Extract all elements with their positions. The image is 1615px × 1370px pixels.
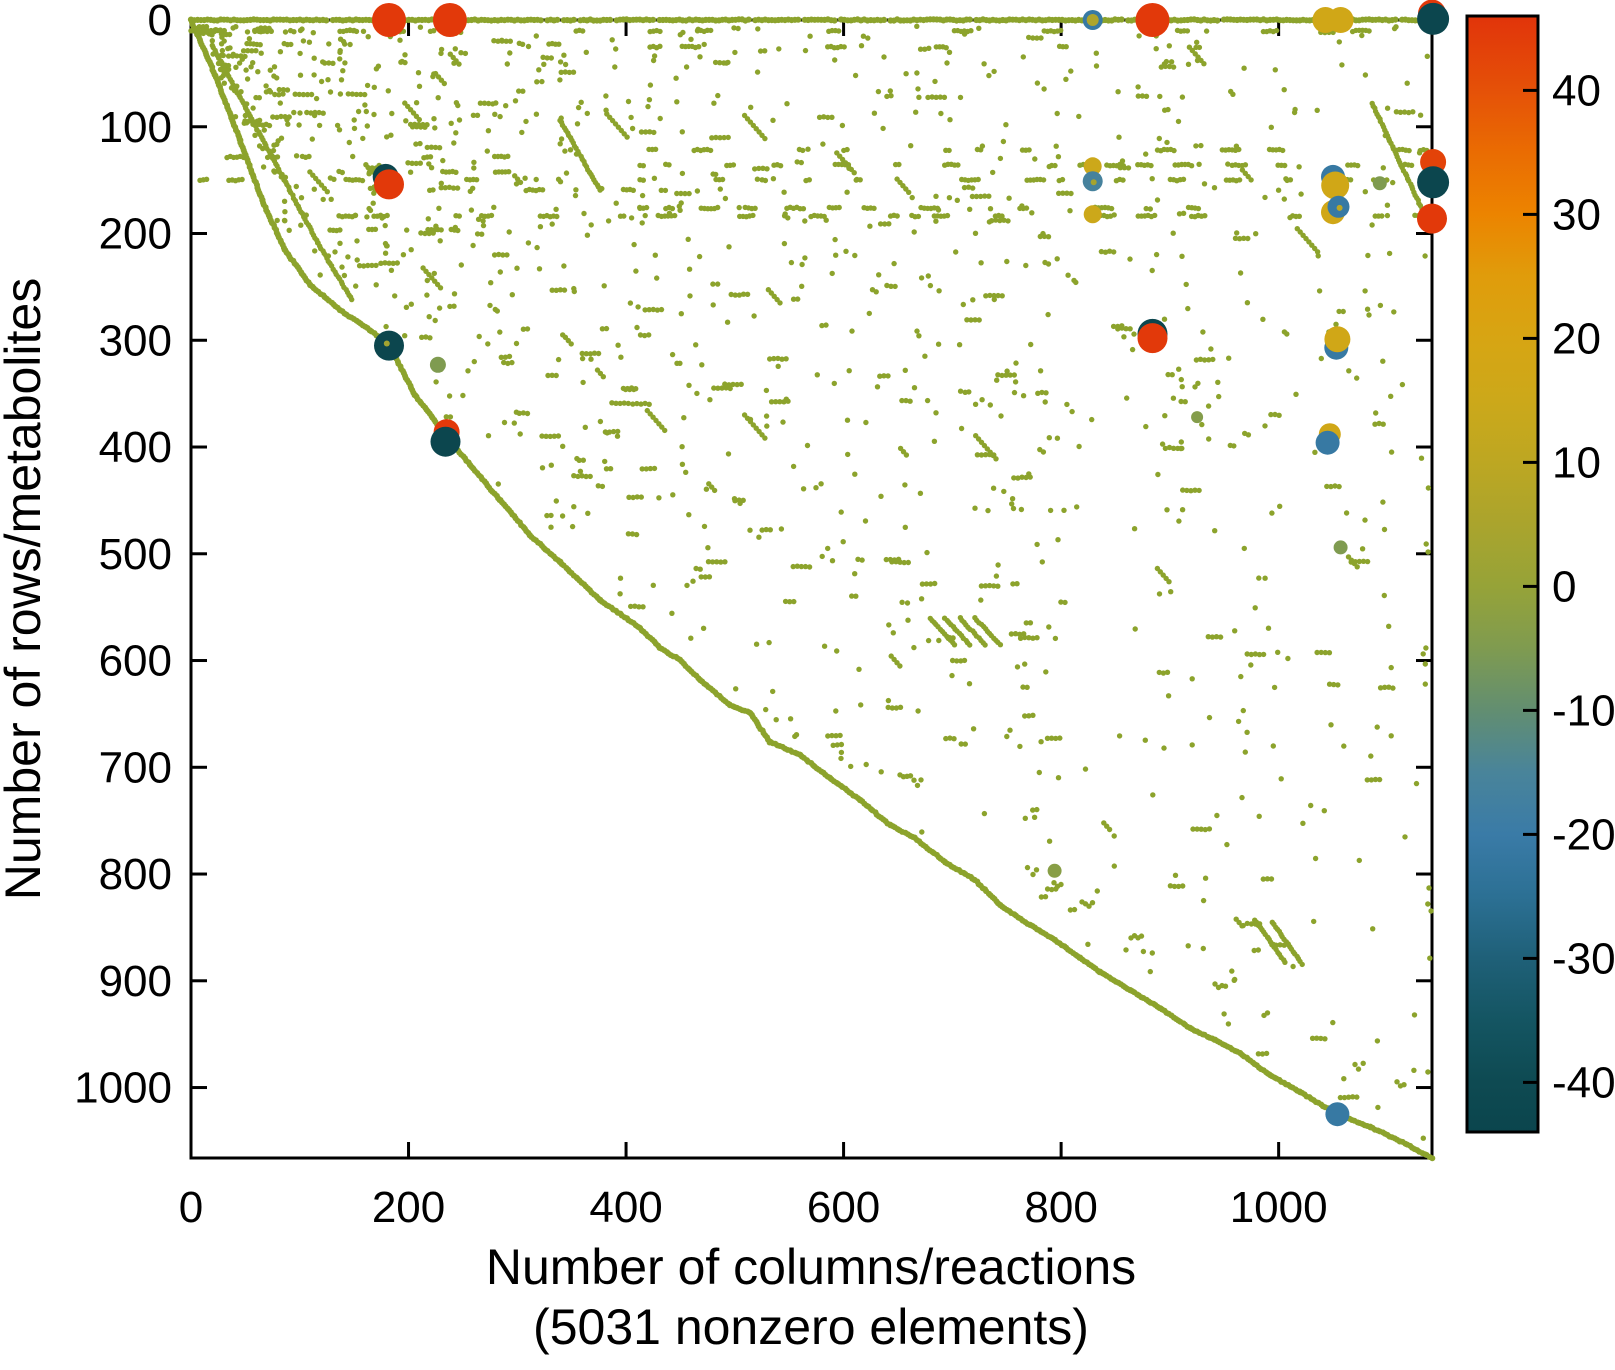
matrix-value-dot xyxy=(1325,1102,1350,1127)
x-tick-label: 0 xyxy=(179,1183,203,1232)
y-tick-label: 300 xyxy=(99,316,172,365)
y-tick-label: 700 xyxy=(99,743,172,792)
matrix-value-dot xyxy=(1372,176,1387,191)
x-tick-label: 400 xyxy=(589,1183,662,1232)
matrix-value-dot xyxy=(1047,863,1062,878)
matrix-value-dot xyxy=(374,169,404,200)
y-axis-label: Number of rows/metabolites xyxy=(0,278,51,900)
x-tick-label: 200 xyxy=(372,1183,445,1232)
axis-tick-labels: 0 200 400 600 800 1000 0 100 200 300 400 500 600 700 8… xyxy=(74,0,1327,1232)
x-tick-label: 800 xyxy=(1024,1183,1097,1232)
colorbar-tick-label: 40 xyxy=(1552,66,1601,115)
y-tick-label: 900 xyxy=(99,957,172,1006)
matrix-value-dot xyxy=(429,356,446,373)
matrix-value-dot xyxy=(1090,179,1097,186)
matrix-value-dot xyxy=(1137,323,1168,354)
y-tick-label: 400 xyxy=(99,423,172,472)
colorbar-gradient xyxy=(1467,16,1538,1132)
y-tick-label: 200 xyxy=(99,210,172,259)
matrix-value-dot xyxy=(1321,171,1350,200)
matrix-value-dot xyxy=(1333,540,1348,555)
matrix-value-dot xyxy=(1327,7,1354,33)
x-axis-label: Number of columns/reactions xyxy=(486,1239,1136,1295)
matrix-value-dot xyxy=(383,340,390,347)
colorbar-tick-label: 20 xyxy=(1552,314,1601,363)
y-tick-label: 100 xyxy=(99,103,172,152)
matrix-value-dot xyxy=(1417,2,1450,35)
matrix-value-dot xyxy=(1336,204,1343,211)
colorbar-tick-label: 30 xyxy=(1552,190,1601,239)
matrix-value-dot xyxy=(374,330,404,361)
colorbar-tick-label: -10 xyxy=(1552,686,1615,735)
matrix-value-dot xyxy=(1083,205,1102,224)
matrix-value-dot xyxy=(1135,3,1170,37)
colorbar-frame xyxy=(1465,14,1540,1134)
x-tick-label: 1000 xyxy=(1230,1183,1328,1232)
colorbar-tick-label: -30 xyxy=(1552,934,1615,983)
matrix-value-dot xyxy=(1191,411,1204,424)
colorbar-tick-label: -20 xyxy=(1552,810,1615,859)
y-tick-label: 1000 xyxy=(74,1064,172,1113)
matrix-value-dot xyxy=(430,426,461,457)
matrix-value-dot xyxy=(1315,430,1340,455)
highlighted-value-dots xyxy=(372,0,1450,1127)
matrix-value-dot xyxy=(372,3,406,37)
colorbar-tick-label: 10 xyxy=(1552,438,1601,487)
colorbar-ticks xyxy=(1523,88,1538,1084)
x-tick-label: 600 xyxy=(807,1183,880,1232)
y-tick-label: 600 xyxy=(99,637,172,686)
matrix-value-dot xyxy=(1324,326,1351,353)
colorbar-tick-labels: 40 30 20 10 0 -10 -20 -30 -40 xyxy=(1552,66,1615,1107)
y-tick-label: 0 xyxy=(148,0,172,45)
y-tick-label: 500 xyxy=(99,530,172,579)
x-axis-sublabel: (5031 nonzero elements) xyxy=(533,1299,1089,1355)
colorbar-tick-label: 0 xyxy=(1552,562,1576,611)
colorbar: 40 30 20 10 0 -10 -20 -30 -40 xyxy=(1465,14,1615,1134)
matrix-value-dot xyxy=(1083,157,1102,176)
y-tick-label: 800 xyxy=(99,850,172,899)
matrix-value-dot xyxy=(1417,166,1450,199)
matrix-value-dot xyxy=(432,3,467,37)
matrix-value-dot xyxy=(1086,14,1099,26)
matrix-value-dot xyxy=(1417,203,1447,234)
colorbar-tick-label: -40 xyxy=(1552,1058,1615,1107)
